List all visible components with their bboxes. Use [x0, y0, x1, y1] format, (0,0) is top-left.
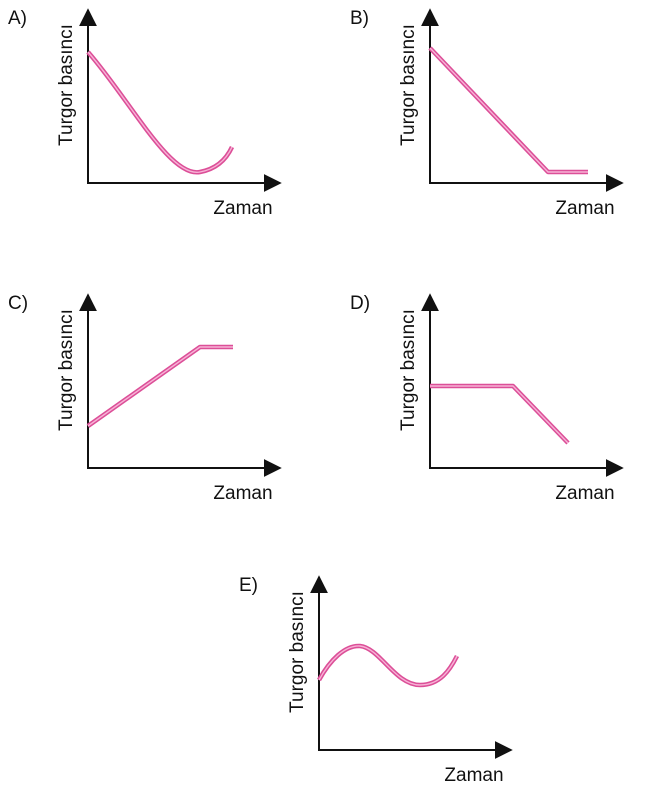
- graph-panel: B) Turgor basıncı Zaman: [350, 8, 624, 219]
- graph-panel: E) Turgor basıncı Zaman: [239, 575, 513, 786]
- y-axis-label: Turgor basıncı: [398, 24, 419, 146]
- panel-label: C): [8, 293, 28, 314]
- panel-label: D): [350, 293, 370, 314]
- curve-outline: [86, 50, 235, 175]
- curve: [86, 344, 233, 428]
- curve: [430, 383, 570, 445]
- graph-panel: A) Turgor basıncı Zaman: [8, 8, 282, 219]
- graph-panel: D) Turgor basıncı Zaman: [350, 293, 624, 504]
- x-axis-label: Zaman: [213, 483, 272, 504]
- panel-label: A): [8, 8, 27, 29]
- curve: [317, 643, 460, 688]
- curve-highlight: [429, 47, 588, 173]
- y-axis-label: Turgor basıncı: [56, 309, 77, 431]
- x-axis-label: Zaman: [555, 198, 614, 219]
- curve-highlight: [318, 645, 458, 686]
- y-axis-label: Turgor basıncı: [56, 24, 77, 146]
- curve-outline: [430, 383, 570, 445]
- curve: [86, 50, 235, 175]
- curve-highlight: [87, 346, 233, 427]
- graph-panel: C) Turgor basıncı Zaman: [8, 293, 282, 504]
- y-axis-label: Turgor basıncı: [287, 591, 308, 713]
- y-axis-label: Turgor basıncı: [398, 309, 419, 431]
- curve-outline: [86, 344, 233, 428]
- x-axis-label: Zaman: [555, 483, 614, 504]
- curve-highlight: [87, 51, 233, 173]
- x-axis-label: Zaman: [444, 765, 503, 786]
- x-axis-label: Zaman: [213, 198, 272, 219]
- curve-highlight: [430, 385, 569, 444]
- curve: [428, 46, 588, 175]
- panel-label: B): [350, 8, 369, 29]
- panel-label: E): [239, 575, 258, 596]
- curve-outline: [428, 46, 588, 175]
